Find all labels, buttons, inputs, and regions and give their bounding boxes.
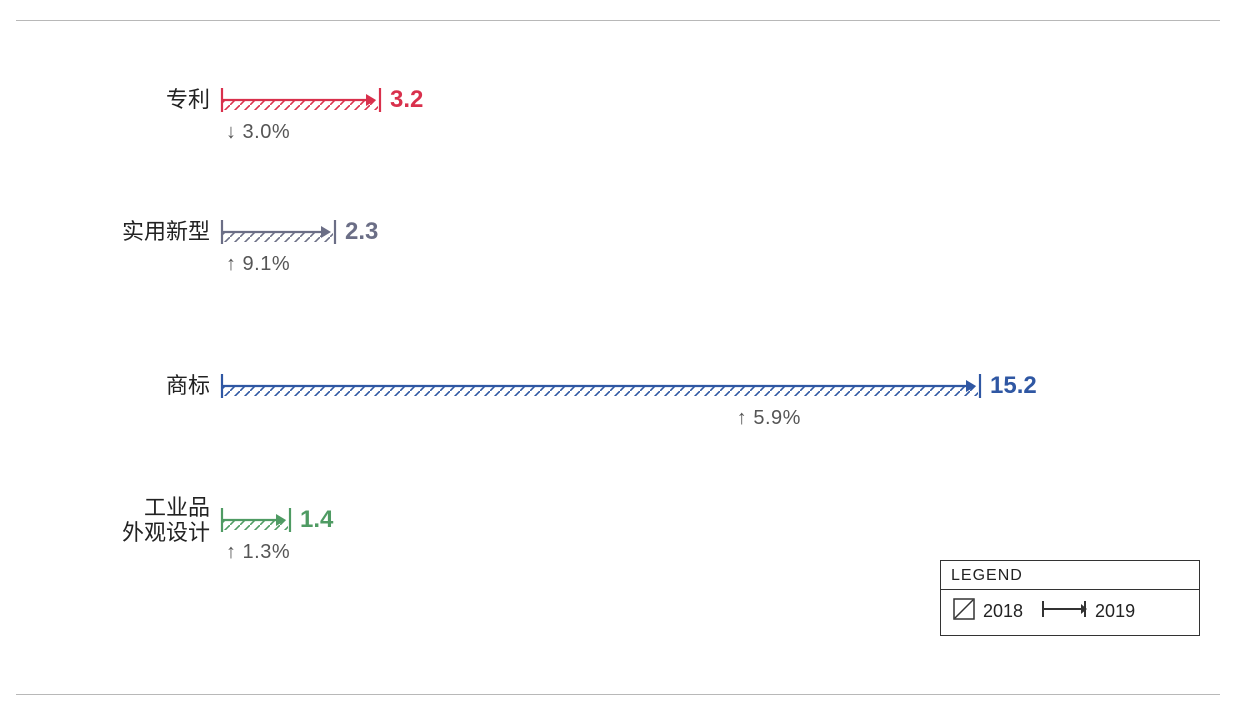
change-label: ↑ 1.3% (226, 541, 290, 564)
bottom-rule (16, 694, 1220, 695)
row-utility-models: 实用新型2.3↑ 9.1% (0, 219, 1236, 269)
top-rule (16, 20, 1220, 21)
category-label: 工业品 外观设计 (122, 495, 210, 546)
legend-label-2018: 2018 (983, 601, 1023, 622)
arrow-swatch-icon (1041, 598, 1087, 625)
bar (220, 505, 304, 531)
change-label: ↑ 5.9% (737, 407, 801, 430)
legend-item-2018: 2018 (953, 598, 1023, 625)
chart-frame: 专利 3.2 ↓ 3.0% 实用新型 2.3 ↑ 9.1% 商标 15.2 ↑ 5.9% 工业品 … (0, 0, 1236, 714)
hatch-swatch-icon (953, 598, 975, 625)
change-label: ↑ 9.1% (226, 253, 290, 276)
change-label: ↓ 3.0% (226, 121, 290, 144)
value-label: 1.4 (300, 506, 333, 534)
bar (220, 371, 994, 397)
bar (220, 217, 349, 243)
bar (220, 85, 394, 111)
legend-item-2019: 2019 (1041, 598, 1135, 625)
legend-title: LEGEND (941, 561, 1199, 590)
row-patents: 专利3.2↓ 3.0% (0, 87, 1236, 137)
legend-label-2019: 2019 (1095, 601, 1135, 622)
value-label: 15.2 (990, 372, 1037, 400)
row-trademarks: 商标15.2↑ 5.9% (0, 373, 1236, 423)
value-label: 3.2 (390, 86, 423, 114)
value-label: 2.3 (345, 218, 378, 246)
category-label: 商标 (166, 373, 210, 398)
legend-box: LEGEND 2018 2019 (940, 560, 1200, 636)
legend-body: 2018 2019 (941, 590, 1199, 635)
category-label: 专利 (166, 87, 210, 112)
row-industrial-designs: 工业品 外观设计1.4↑ 1.3% (0, 507, 1236, 557)
category-label: 实用新型 (122, 219, 210, 244)
